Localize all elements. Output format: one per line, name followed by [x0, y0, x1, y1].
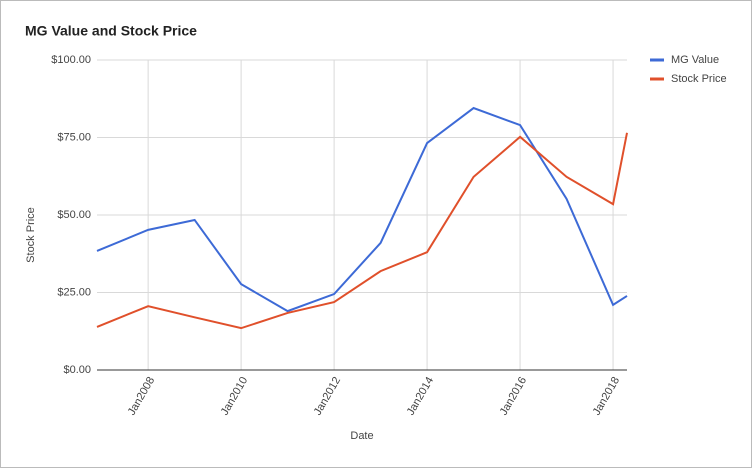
y-axis-title: Stock Price	[25, 207, 37, 263]
line-series	[96, 132, 628, 330]
line-series	[96, 106, 628, 313]
y-tick-label: $25.00	[57, 286, 91, 298]
legend-label: MG Value	[671, 54, 719, 66]
y-tick-label: $0.00	[63, 364, 91, 376]
y-tick-label: $75.00	[57, 131, 91, 143]
chart-title: MG Value and Stock Price	[25, 23, 197, 39]
y-tick-label: $50.00	[57, 209, 91, 221]
y-tick-label: $100.00	[51, 54, 91, 66]
x-axis-title: Date	[350, 430, 373, 442]
legend-label: Stock Price	[671, 73, 727, 85]
